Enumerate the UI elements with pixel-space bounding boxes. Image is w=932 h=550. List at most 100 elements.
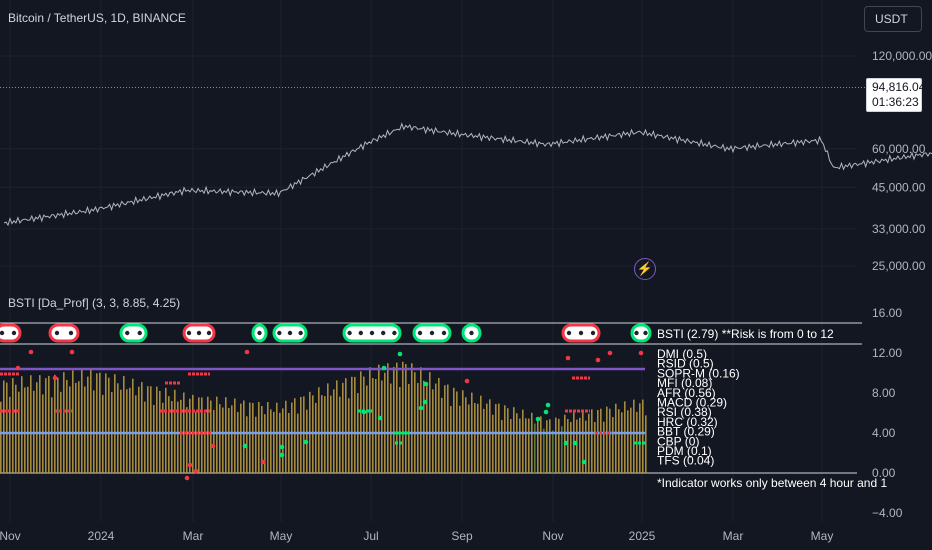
indicator-bar [120, 389, 122, 473]
indicator-bar [606, 406, 608, 473]
risk-pill-dot [137, 330, 142, 336]
indicator-bar [51, 397, 53, 473]
indicator-bar [234, 398, 236, 473]
indicator-bar [219, 404, 221, 473]
indicator-bar [450, 406, 452, 473]
indicator-bar [576, 419, 578, 473]
indicator-bar [303, 396, 305, 473]
indicator-bar [615, 403, 617, 473]
indicator-bar [630, 407, 632, 473]
risk-pill-dot [0, 330, 5, 336]
indicator-bar [270, 409, 272, 473]
indicator-bar [504, 405, 506, 473]
risk-pill-dot [469, 330, 474, 336]
lightning-icon[interactable]: ⚡ [634, 258, 656, 280]
indicator-bar [387, 363, 389, 473]
indicator-legend-item: RSID (0.5) [657, 357, 714, 371]
indicator-bar [483, 408, 485, 473]
signal-dot [279, 452, 285, 458]
indicator-bar [198, 397, 200, 473]
price-pane [0, 87, 932, 227]
indicator-bar [369, 367, 371, 473]
indicator-bar [153, 404, 155, 473]
indicator-bar [330, 395, 332, 473]
symbol-title: Bitcoin / TetherUS, 1D, BINANCE [8, 11, 186, 25]
indicator-bar [549, 419, 551, 473]
indicator-tick-label: 0.00 [872, 466, 896, 480]
indicator-bar [90, 369, 92, 473]
indicator-bar [432, 389, 434, 473]
indicator-bar [276, 402, 278, 473]
indicator-bar [12, 377, 14, 473]
indicator-bar [75, 382, 77, 473]
indicator-legend-item: PDM (0.1) [657, 444, 712, 458]
risk-pill-dot [277, 330, 282, 336]
indicator-bar [597, 409, 599, 473]
indicator-bar [6, 382, 8, 473]
indicator-bar [273, 411, 275, 473]
indicator-bar [144, 401, 146, 473]
indicator-bar [57, 377, 59, 473]
indicator-bar [534, 423, 536, 473]
indicator-bar [405, 364, 407, 473]
signal-dot [422, 399, 428, 405]
indicator-bar [354, 376, 356, 473]
indicator-title: BSTI [Da_Prof] (3, 3, 8.85, 4.25) [8, 296, 181, 310]
signal-dot [260, 459, 266, 465]
risk-pill [630, 323, 652, 343]
indicator-bar [363, 376, 365, 473]
risk-pill-dot [125, 330, 130, 336]
indicator-bar [282, 408, 284, 473]
risk-pill [119, 323, 148, 343]
indicator-bar [291, 402, 293, 473]
signal-dot [607, 350, 613, 356]
indicator-bar [420, 367, 422, 473]
indicator-bar [231, 405, 233, 473]
risk-pill-dot [634, 330, 639, 336]
risk-pill-dot [196, 330, 202, 336]
indicator-legend-item: BBT (0.29) [657, 425, 715, 439]
risk-pill-dot [369, 330, 375, 336]
signal-dot [565, 355, 571, 361]
indicator-bar [117, 383, 119, 473]
indicator-bar [600, 408, 602, 473]
signal-dot [187, 462, 193, 468]
indicator-bar [264, 414, 266, 473]
indicator-bar [150, 386, 152, 473]
indicator-bar [345, 378, 347, 473]
indicator-bar [453, 387, 455, 473]
indicator-tick-label: 12.00 [872, 346, 902, 360]
indicator-bar [477, 403, 479, 473]
indicator-bar [366, 385, 368, 473]
price-tick-label: 60,000.00 [872, 142, 926, 156]
indicator-bar [390, 383, 392, 473]
indicator-bar [351, 376, 353, 473]
candle-countdown: 01:36:23 [872, 95, 919, 109]
indicator-bar [546, 420, 548, 473]
signal-dot [377, 415, 383, 421]
indicator-bar [255, 416, 257, 473]
indicator-bar [45, 378, 47, 473]
indicator-bar [516, 413, 518, 473]
indicator-bar [240, 403, 242, 473]
risk-pill-dot [54, 330, 60, 336]
indicator-bar [408, 383, 410, 473]
indicator-bar [381, 380, 383, 473]
indicator-bar [294, 398, 296, 473]
indicator-bar [174, 389, 176, 473]
indicator-bar [633, 399, 635, 473]
price-series-line [3, 122, 932, 227]
indicator-bar [462, 390, 464, 473]
indicator-bar [138, 386, 140, 473]
signal-dot [242, 443, 248, 449]
indicator-bar [627, 410, 629, 473]
indicator-bar [360, 371, 362, 473]
indicator-bar [99, 372, 101, 473]
indicator-note: *Indicator works only between 4 hour and… [657, 476, 887, 490]
indicator-bar [558, 418, 560, 473]
indicator-bar [249, 402, 251, 473]
x-tick-label: Mar [183, 529, 204, 543]
signal-dot [69, 349, 75, 355]
currency-button[interactable]: USDT [864, 6, 922, 32]
